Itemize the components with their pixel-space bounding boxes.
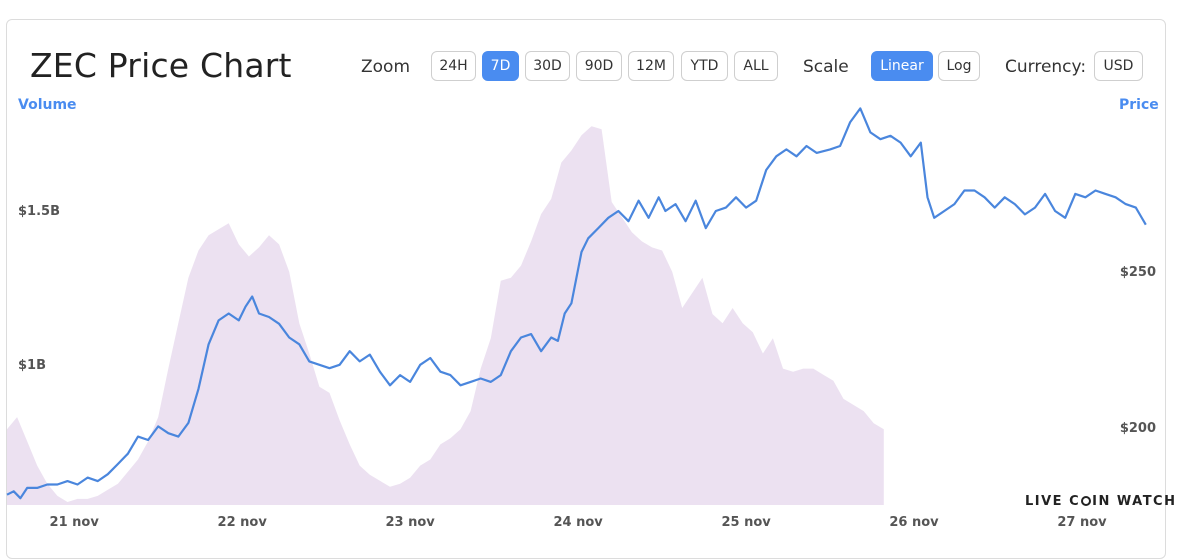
volume-tick-label: $1B <box>18 358 46 373</box>
zoom-label: Zoom <box>361 57 411 77</box>
zoom-7d-button[interactable]: 7D <box>482 51 519 81</box>
date-tick-label: 21 nov <box>50 515 100 530</box>
zoom-90d-button[interactable]: 90D <box>576 51 622 81</box>
volume-tick-label: $1.5B <box>18 204 60 219</box>
date-tick-label: 22 nov <box>218 515 268 530</box>
scale-linear-button[interactable]: Linear <box>871 51 933 81</box>
price-tick-label: $250 <box>1120 265 1156 280</box>
currency-select[interactable]: USD <box>1094 51 1143 81</box>
date-tick-label: 24 nov <box>553 515 603 530</box>
volume-area <box>7 126 884 505</box>
volume-axis-title: Volume <box>18 97 77 113</box>
date-tick-label: 25 nov <box>721 515 771 530</box>
page-title: ZEC Price Chart <box>30 46 292 85</box>
live-coin-watch-logo: LIVE C IN WATCH <box>1025 494 1176 509</box>
zoom-ytd-button[interactable]: YTD <box>681 51 728 81</box>
zoom-24h-button[interactable]: 24H <box>431 51 476 81</box>
brand-text-part1: LIVE C <box>1025 494 1081 509</box>
zoom-all-button[interactable]: ALL <box>734 51 778 81</box>
coin-icon <box>1081 496 1092 506</box>
date-tick-label: 23 nov <box>385 515 435 530</box>
brand-text-part2: IN WATCH <box>1092 494 1177 509</box>
price-line <box>6 107 1147 500</box>
date-tick-label: 27 nov <box>1057 515 1107 530</box>
date-tick-label: 26 nov <box>889 515 939 530</box>
price-tick-label: $200 <box>1120 421 1156 436</box>
zoom-30d-button[interactable]: 30D <box>525 51 570 81</box>
zoom-12m-button[interactable]: 12M <box>628 51 674 81</box>
scale-label: Scale <box>803 57 849 77</box>
scale-log-button[interactable]: Log <box>938 51 980 81</box>
price-axis-title: Price <box>1119 97 1159 113</box>
currency-label: Currency: <box>1005 57 1087 77</box>
